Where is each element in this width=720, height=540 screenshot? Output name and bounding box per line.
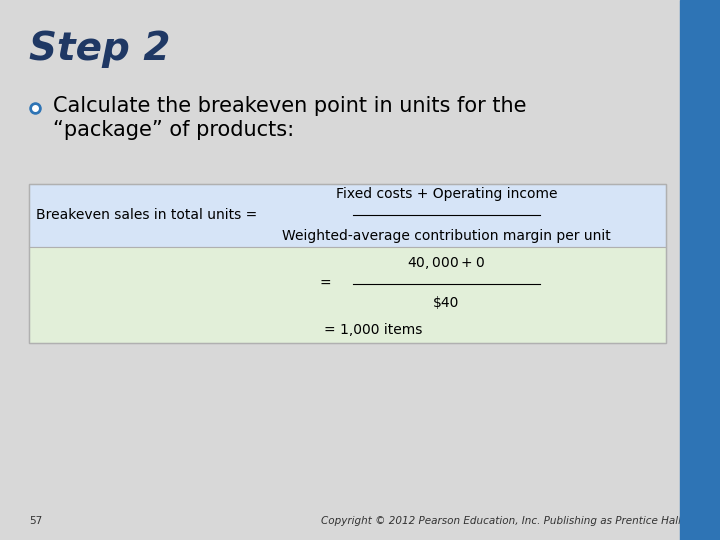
Text: = 1,000 items: = 1,000 items — [324, 323, 423, 338]
Bar — [29, 184, 666, 247]
Text: Weighted-average contribution margin per unit: Weighted-average contribution margin per… — [282, 229, 611, 243]
Bar — [680, 0, 720, 540]
Text: Calculate the breakeven point in units for the: Calculate the breakeven point in units f… — [53, 96, 526, 116]
Text: Breakeven sales in total units =: Breakeven sales in total units = — [36, 208, 257, 222]
Text: $40: $40 — [433, 295, 459, 309]
Bar — [29, 184, 666, 343]
Text: $40,000 + $0: $40,000 + $0 — [408, 255, 485, 271]
Text: “package” of products:: “package” of products: — [53, 120, 294, 140]
Text: Fixed costs + Operating income: Fixed costs + Operating income — [336, 187, 557, 201]
Text: =: = — [320, 276, 331, 291]
Text: Copyright © 2012 Pearson Education, Inc. Publishing as Prentice Hall.: Copyright © 2012 Pearson Education, Inc.… — [320, 516, 684, 526]
Bar — [29, 247, 666, 343]
Text: Step 2: Step 2 — [29, 30, 170, 68]
Text: 57: 57 — [29, 516, 42, 526]
